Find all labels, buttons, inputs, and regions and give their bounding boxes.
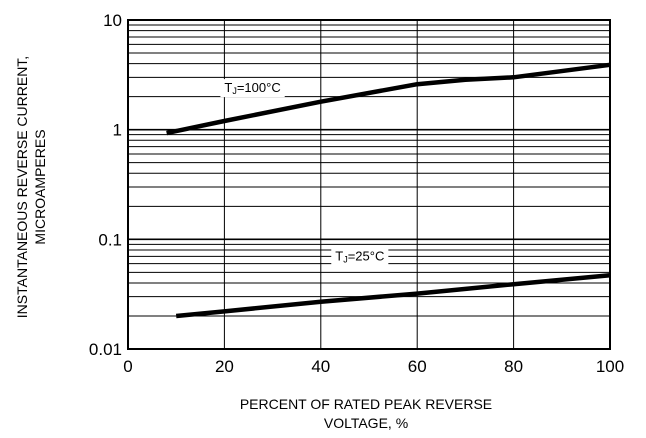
x-tick-label: 40 [311, 357, 330, 376]
series-label-suffix: =25°C [348, 249, 385, 264]
x-tick-label: 100 [596, 357, 624, 376]
series-label-suffix: =100°C [237, 80, 281, 95]
y-tick-label: 0.01 [89, 340, 122, 359]
x-tick-label: 20 [215, 357, 234, 376]
series-label-background [331, 247, 389, 266]
y-tick-labels: 0.01 0.1 1 10 [89, 11, 122, 359]
series-line-0 [166, 62, 611, 136]
x-tick-label: 80 [504, 357, 523, 376]
series-line-1 [175, 273, 611, 319]
grid-lines [128, 20, 610, 349]
x-axis-title-line-2: VOLTAGE, % [324, 415, 408, 431]
series-label-subscript: J [343, 255, 348, 265]
series-label-prefix: T [335, 249, 343, 264]
y-tick-label: 1 [113, 121, 122, 140]
y-tick-label: 0.1 [98, 230, 122, 249]
x-tick-labels: 0 20 40 60 80 100 [123, 357, 624, 376]
series-label-prefix: T [224, 80, 232, 95]
x-axis-title-line-1: PERCENT OF RATED PEAK REVERSE [240, 396, 492, 412]
y-axis-title-line-2: MICROAMPERES [32, 129, 48, 244]
y-axis-title-line-1: INSTANTANEOUS REVERSE CURRENT, [14, 56, 30, 318]
series-label-1: TJ=25°C [335, 249, 384, 265]
y-tick-label: 10 [103, 11, 122, 30]
series-label-background [220, 79, 285, 98]
series-label-0: TJ=100°C [224, 80, 280, 96]
series-label-subscript: J [232, 86, 237, 96]
x-tick-label: 0 [123, 357, 132, 376]
plot-frame [127, 19, 611, 350]
series-lines: TJ=100°CTJ=25°C [166, 62, 611, 319]
x-tick-label: 60 [408, 357, 427, 376]
